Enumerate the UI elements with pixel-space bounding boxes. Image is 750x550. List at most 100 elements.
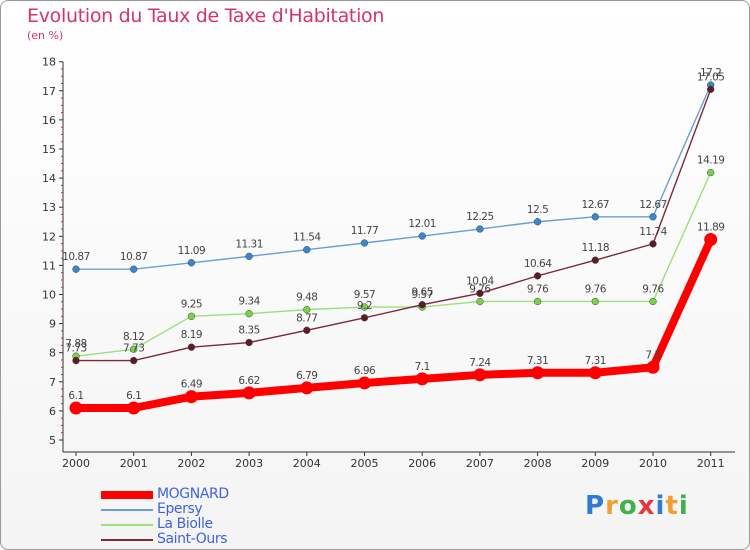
data-point-saint-ours xyxy=(533,272,542,280)
data-point-mognard xyxy=(184,390,198,404)
data-label-saint-ours: 9.2 xyxy=(357,300,372,312)
data-label-saint-ours: 17.05 xyxy=(697,71,725,83)
x-tick-label: 2009 xyxy=(581,457,609,470)
data-point-la-biolle xyxy=(591,297,599,306)
y-tick-label: 14 xyxy=(42,172,56,185)
legend-swatch-mognard xyxy=(101,491,153,499)
data-point-la-biolle xyxy=(187,312,196,320)
data-point-la-biolle xyxy=(130,345,138,353)
data-point-saint-ours xyxy=(245,338,253,347)
data-point-mognard xyxy=(300,381,314,395)
legend-swatch-la-biolle xyxy=(101,524,153,526)
data-point-epersy xyxy=(130,265,138,273)
data-label-la-biolle: 9.76 xyxy=(585,283,607,295)
data-label-mognard: 6.62 xyxy=(238,375,259,387)
data-point-la-biolle xyxy=(245,310,253,318)
data-label-epersy: 12.67 xyxy=(639,199,667,211)
data-label-saint-ours: 10.64 xyxy=(524,258,552,270)
data-label-la-biolle: 9.48 xyxy=(296,292,317,304)
data-label-mognard: 6.49 xyxy=(181,379,202,391)
data-point-epersy xyxy=(72,265,80,273)
x-tick-label: 2001 xyxy=(120,457,148,470)
y-tick-label: 15 xyxy=(42,143,56,156)
data-point-epersy xyxy=(245,252,253,261)
x-tick-label: 2005 xyxy=(351,457,379,470)
legend-label-mognard: MOGNARD xyxy=(157,486,229,502)
data-label-la-biolle: 7.88 xyxy=(65,338,86,350)
data-label-epersy: 12.67 xyxy=(582,199,610,211)
data-label-mognard: 7.31 xyxy=(585,355,606,367)
data-point-epersy xyxy=(476,225,484,233)
data-point-la-biolle xyxy=(476,297,484,306)
data-point-mognard xyxy=(473,368,487,382)
data-label-epersy: 12.25 xyxy=(466,211,494,223)
legend-swatch-saint-ours xyxy=(101,539,153,541)
x-tick-label: 2010 xyxy=(639,457,667,470)
data-label-mognard: 7.24 xyxy=(469,357,491,369)
data-label-la-biolle: 8.12 xyxy=(123,331,144,343)
data-point-la-biolle xyxy=(533,297,542,306)
data-label-saint-ours: 11.18 xyxy=(582,242,610,254)
data-label-la-biolle: 9.34 xyxy=(238,296,260,308)
data-label-la-biolle: 9.76 xyxy=(642,283,664,295)
series-line-saint-ours xyxy=(76,89,712,362)
logo-letter: P xyxy=(585,491,606,521)
data-point-epersy xyxy=(533,218,542,226)
data-label-epersy: 11.77 xyxy=(351,225,379,237)
data-point-saint-ours xyxy=(303,326,311,334)
data-label-epersy: 11.09 xyxy=(178,245,206,257)
data-point-saint-ours xyxy=(72,356,80,365)
data-point-epersy xyxy=(187,259,196,267)
y-tick-label: 13 xyxy=(42,201,56,214)
chart-unit-label: (en %) xyxy=(27,29,64,42)
data-point-epersy xyxy=(418,232,426,240)
data-point-saint-ours xyxy=(360,314,369,322)
x-tick-label: 2006 xyxy=(408,457,436,470)
logo-letter: i xyxy=(678,491,689,521)
y-tick-label: 12 xyxy=(42,230,56,243)
line-chart-plot: 5 6 7 8 9 10 11 12 13 14 15 16 17 18 2000 2001 2002 2003 2… xyxy=(42,56,735,470)
data-label-mognard: 7.5 xyxy=(645,349,660,361)
data-label-mognard: 7.1 xyxy=(415,361,430,373)
x-tick-label: 2002 xyxy=(177,457,205,470)
x-tick-label: 2011 xyxy=(697,457,725,470)
x-tick-label: 2003 xyxy=(235,457,263,470)
data-label-la-biolle: 9.76 xyxy=(469,283,491,295)
y-tick-label: 6 xyxy=(49,405,56,418)
data-point-epersy xyxy=(360,239,369,247)
data-point-la-biolle xyxy=(707,168,715,177)
data-label-mognard: 6.96 xyxy=(354,365,376,377)
data-label-epersy: 10.87 xyxy=(120,251,148,263)
data-label-saint-ours: 7.73 xyxy=(65,343,86,355)
data-label-epersy: 11.54 xyxy=(293,232,321,244)
y-tick-label: 10 xyxy=(42,289,56,302)
data-label-mognard: 7.31 xyxy=(527,355,548,367)
y-tick-label: 17 xyxy=(42,85,56,98)
data-point-saint-ours xyxy=(187,343,196,351)
data-label-mognard: 6.1 xyxy=(126,390,141,402)
legend-label-epersy: Epersy xyxy=(157,501,203,517)
logo-letter: o xyxy=(618,491,638,521)
data-point-mognard xyxy=(531,366,545,380)
data-label-la-biolle: 9.25 xyxy=(181,298,202,310)
data-label-mognard: 6.79 xyxy=(296,370,317,382)
data-point-la-biolle xyxy=(303,305,311,314)
data-label-saint-ours: 8.19 xyxy=(181,329,202,341)
legend-swatch-epersy xyxy=(101,509,153,511)
data-point-saint-ours xyxy=(649,240,657,248)
data-label-saint-ours: 11.74 xyxy=(639,226,667,238)
data-point-epersy xyxy=(303,246,311,254)
data-point-la-biolle xyxy=(360,303,369,311)
data-point-epersy xyxy=(591,213,599,221)
x-tick-label: 2007 xyxy=(466,457,494,470)
data-label-epersy: 17.2 xyxy=(700,67,721,79)
data-label-la-biolle: 9.57 xyxy=(412,289,433,301)
data-point-mognard xyxy=(127,401,141,415)
logo-letter: t xyxy=(665,491,679,521)
x-tick-label: 2004 xyxy=(293,457,321,470)
y-tick-label: 8 xyxy=(49,347,56,360)
data-point-saint-ours xyxy=(476,289,484,297)
series-line-epersy xyxy=(76,84,712,270)
data-point-la-biolle xyxy=(649,297,657,306)
